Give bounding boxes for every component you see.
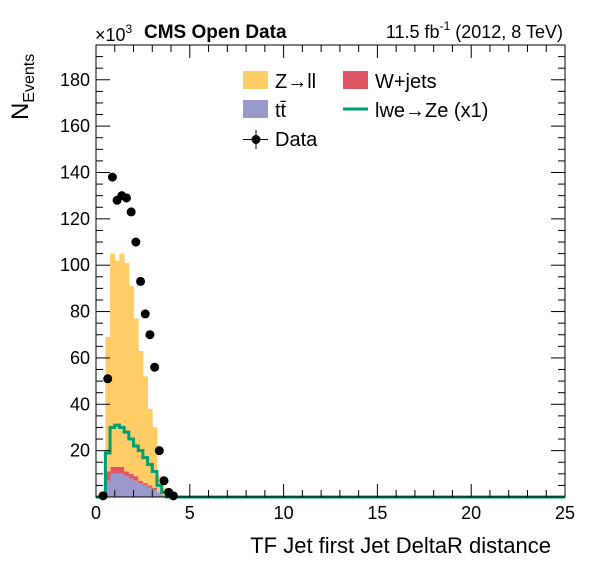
x-tick-label: 25 bbox=[555, 503, 575, 523]
legend-label-zll: Z→ll bbox=[275, 71, 316, 93]
bar-wjets bbox=[105, 471, 111, 481]
bar-wjets bbox=[138, 480, 144, 484]
bar-zll bbox=[133, 318, 139, 477]
data-point bbox=[103, 374, 113, 384]
data-point bbox=[126, 207, 136, 217]
data-point bbox=[98, 491, 108, 501]
data-point bbox=[140, 309, 150, 319]
bar-ttbar bbox=[119, 473, 125, 497]
x-axis-label: TF Jet first Jet DeltaR distance bbox=[250, 533, 551, 558]
plot-frame bbox=[95, 44, 566, 498]
bar-wjets bbox=[147, 485, 153, 488]
y-axis-label-main: N bbox=[7, 103, 34, 120]
bar-wjets bbox=[133, 476, 139, 481]
data-point bbox=[136, 276, 146, 286]
bar-zll bbox=[147, 408, 153, 486]
y-tick-label: 100 bbox=[60, 255, 90, 275]
bar-ttbar bbox=[156, 492, 163, 497]
x-axis-ticks: 0 5 10 15 20 25 bbox=[91, 45, 575, 523]
lumi-exp: -1 bbox=[440, 19, 451, 33]
data-points bbox=[98, 172, 178, 501]
bar-ttbar bbox=[138, 483, 144, 497]
bar-ttbar bbox=[142, 485, 148, 497]
experiment-label: CMS Open Data bbox=[144, 22, 287, 43]
luminosity-label: 11.5 fb-1 (2012, 8 TeV) bbox=[386, 19, 563, 42]
data-point bbox=[154, 446, 164, 456]
y-tick-label: 80 bbox=[70, 302, 90, 322]
x-tick-label: 15 bbox=[367, 503, 387, 523]
y-tick-label: 20 bbox=[70, 441, 90, 461]
data-point bbox=[150, 362, 160, 372]
bar-wjets bbox=[124, 471, 130, 477]
legend-label-data: Data bbox=[275, 129, 318, 151]
bar-wjets bbox=[114, 466, 120, 474]
lumi-value: 11.5 fb bbox=[386, 22, 440, 42]
bar-zll bbox=[152, 427, 158, 488]
legend-label-wjets: W+jets bbox=[375, 71, 437, 93]
scale-base: ×10 bbox=[95, 25, 126, 45]
signal-line bbox=[96, 423, 565, 499]
bar-wjets bbox=[119, 466, 125, 474]
bar-ttbar bbox=[152, 490, 158, 497]
y-axis-ticks: 20 40 60 80 100 120 140 160 180 bbox=[60, 44, 565, 498]
x-tick-label: 0 bbox=[91, 503, 101, 523]
bar-wjets bbox=[152, 487, 158, 491]
x-tick-label: 5 bbox=[185, 503, 195, 523]
bar-ttbar bbox=[128, 478, 134, 497]
data-point bbox=[159, 476, 169, 486]
bar-zll bbox=[128, 286, 134, 474]
data-point bbox=[107, 172, 117, 182]
bar-zll bbox=[138, 350, 144, 481]
y-tick-label: 140 bbox=[60, 162, 90, 182]
y-tick-label: 180 bbox=[60, 70, 90, 90]
y-tick-label: 160 bbox=[60, 116, 90, 136]
bar-ttbar bbox=[114, 473, 120, 497]
legend-swatch-ttbar bbox=[243, 100, 268, 118]
legend: Z→ll W+jets tt̄ lwe→Ze (x1) Data bbox=[243, 71, 488, 151]
bar-ttbar bbox=[110, 473, 116, 497]
y-tick-label: 40 bbox=[70, 394, 90, 414]
legend-label-signal: lwe→Ze (x1) bbox=[375, 100, 488, 122]
data-point bbox=[131, 237, 141, 247]
data-point bbox=[145, 330, 155, 340]
bar-ttbar bbox=[133, 480, 139, 497]
data-point bbox=[121, 193, 131, 203]
y-tick-label: 60 bbox=[70, 348, 90, 368]
bar-zll bbox=[114, 260, 120, 467]
data-point bbox=[168, 491, 178, 501]
x-tick-label: 20 bbox=[461, 503, 481, 523]
legend-data-marker bbox=[251, 135, 261, 144]
legend-swatch-wjets bbox=[343, 71, 368, 89]
bar-ttbar bbox=[161, 494, 167, 497]
bar-zll bbox=[124, 262, 130, 472]
bar-zll bbox=[119, 253, 125, 467]
scale-exp: 3 bbox=[126, 22, 133, 36]
bar-wjets bbox=[142, 483, 148, 486]
bar-ttbar bbox=[147, 487, 153, 497]
y-axis-label: NEvents bbox=[7, 54, 38, 120]
y-tick-label: 120 bbox=[60, 209, 90, 229]
bar-zll bbox=[110, 253, 116, 467]
plot-border bbox=[95, 44, 566, 498]
signal-step-line bbox=[96, 423, 565, 499]
y-axis-label-sub: Events bbox=[21, 54, 38, 103]
stacked-histograms bbox=[105, 253, 167, 497]
bar-wjets bbox=[128, 473, 134, 479]
bar-ttbar bbox=[105, 480, 111, 497]
legend-label-ttbar: tt̄ bbox=[275, 100, 287, 122]
x-tick-label: 10 bbox=[274, 503, 294, 523]
legend-swatch-zll bbox=[243, 71, 268, 89]
lumi-rest: (2012, 8 TeV) bbox=[450, 22, 563, 42]
bar-zll bbox=[142, 376, 148, 484]
scale-factor-label: ×103 bbox=[95, 22, 133, 45]
bar-ttbar bbox=[124, 476, 130, 497]
bar-wjets bbox=[110, 466, 116, 474]
